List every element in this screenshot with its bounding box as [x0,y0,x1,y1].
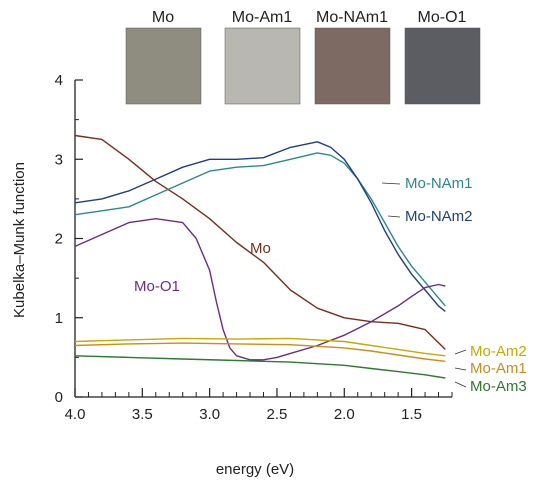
sample-photo-label: Mo-NAm1 [316,9,388,26]
y-tick-label: 0 [55,389,63,406]
axes: 0 1 2 3 4 4.0 3.5 3.0 2.5 2.0 1.5 [55,72,453,423]
series-label: Mo-Am3 [470,378,527,395]
sample-photo [224,27,301,105]
series-line [74,152,446,307]
series-label-leader [387,215,401,218]
x-tick-label: 4.0 [65,406,86,423]
x-tick-label: 3.0 [199,406,220,423]
series-label: Mo-Am2 [470,343,527,360]
sample-photo [125,27,202,105]
series-line [74,355,446,379]
series-line [74,217,446,361]
series-label-leader [454,349,467,355]
x-tick-label: 1.5 [401,406,422,423]
series-label: Mo-NAm1 [405,175,473,192]
series-label: Mo-O1 [134,278,180,295]
sample-photo-label: Mo [152,9,174,26]
x-tick-label: 2.0 [334,406,355,423]
series-lines [74,134,446,379]
series-label: Mo [250,240,271,257]
series-label-leader [454,381,467,388]
sample-photo [314,27,391,105]
series-label-leader [381,182,401,185]
y-tick-label: 4 [55,72,63,89]
y-tick-label: 3 [55,151,63,168]
sample-photos: Mo Mo-Am1 Mo-NAm1 Mo-O1 [125,9,481,105]
y-tick-label: 2 [55,231,63,248]
series-line [74,337,446,357]
series-label: Mo-NAm2 [405,208,473,225]
series-label: Mo-Am1 [470,360,527,377]
sample-photo-label: Mo-O1 [418,9,467,26]
y-tick-label: 1 [55,310,63,327]
x-tick-label: 3.5 [132,406,153,423]
series-label-leader [454,367,467,371]
series-line [74,342,446,362]
series-line [74,141,446,312]
series-line [74,134,446,350]
sample-photo-label: Mo-Am1 [232,9,293,26]
x-axis-title: energy (eV) [216,461,294,478]
y-axis-title: Kubelka–Munk function [11,162,28,318]
sample-photo [404,27,481,105]
x-tick-label: 2.5 [267,406,288,423]
